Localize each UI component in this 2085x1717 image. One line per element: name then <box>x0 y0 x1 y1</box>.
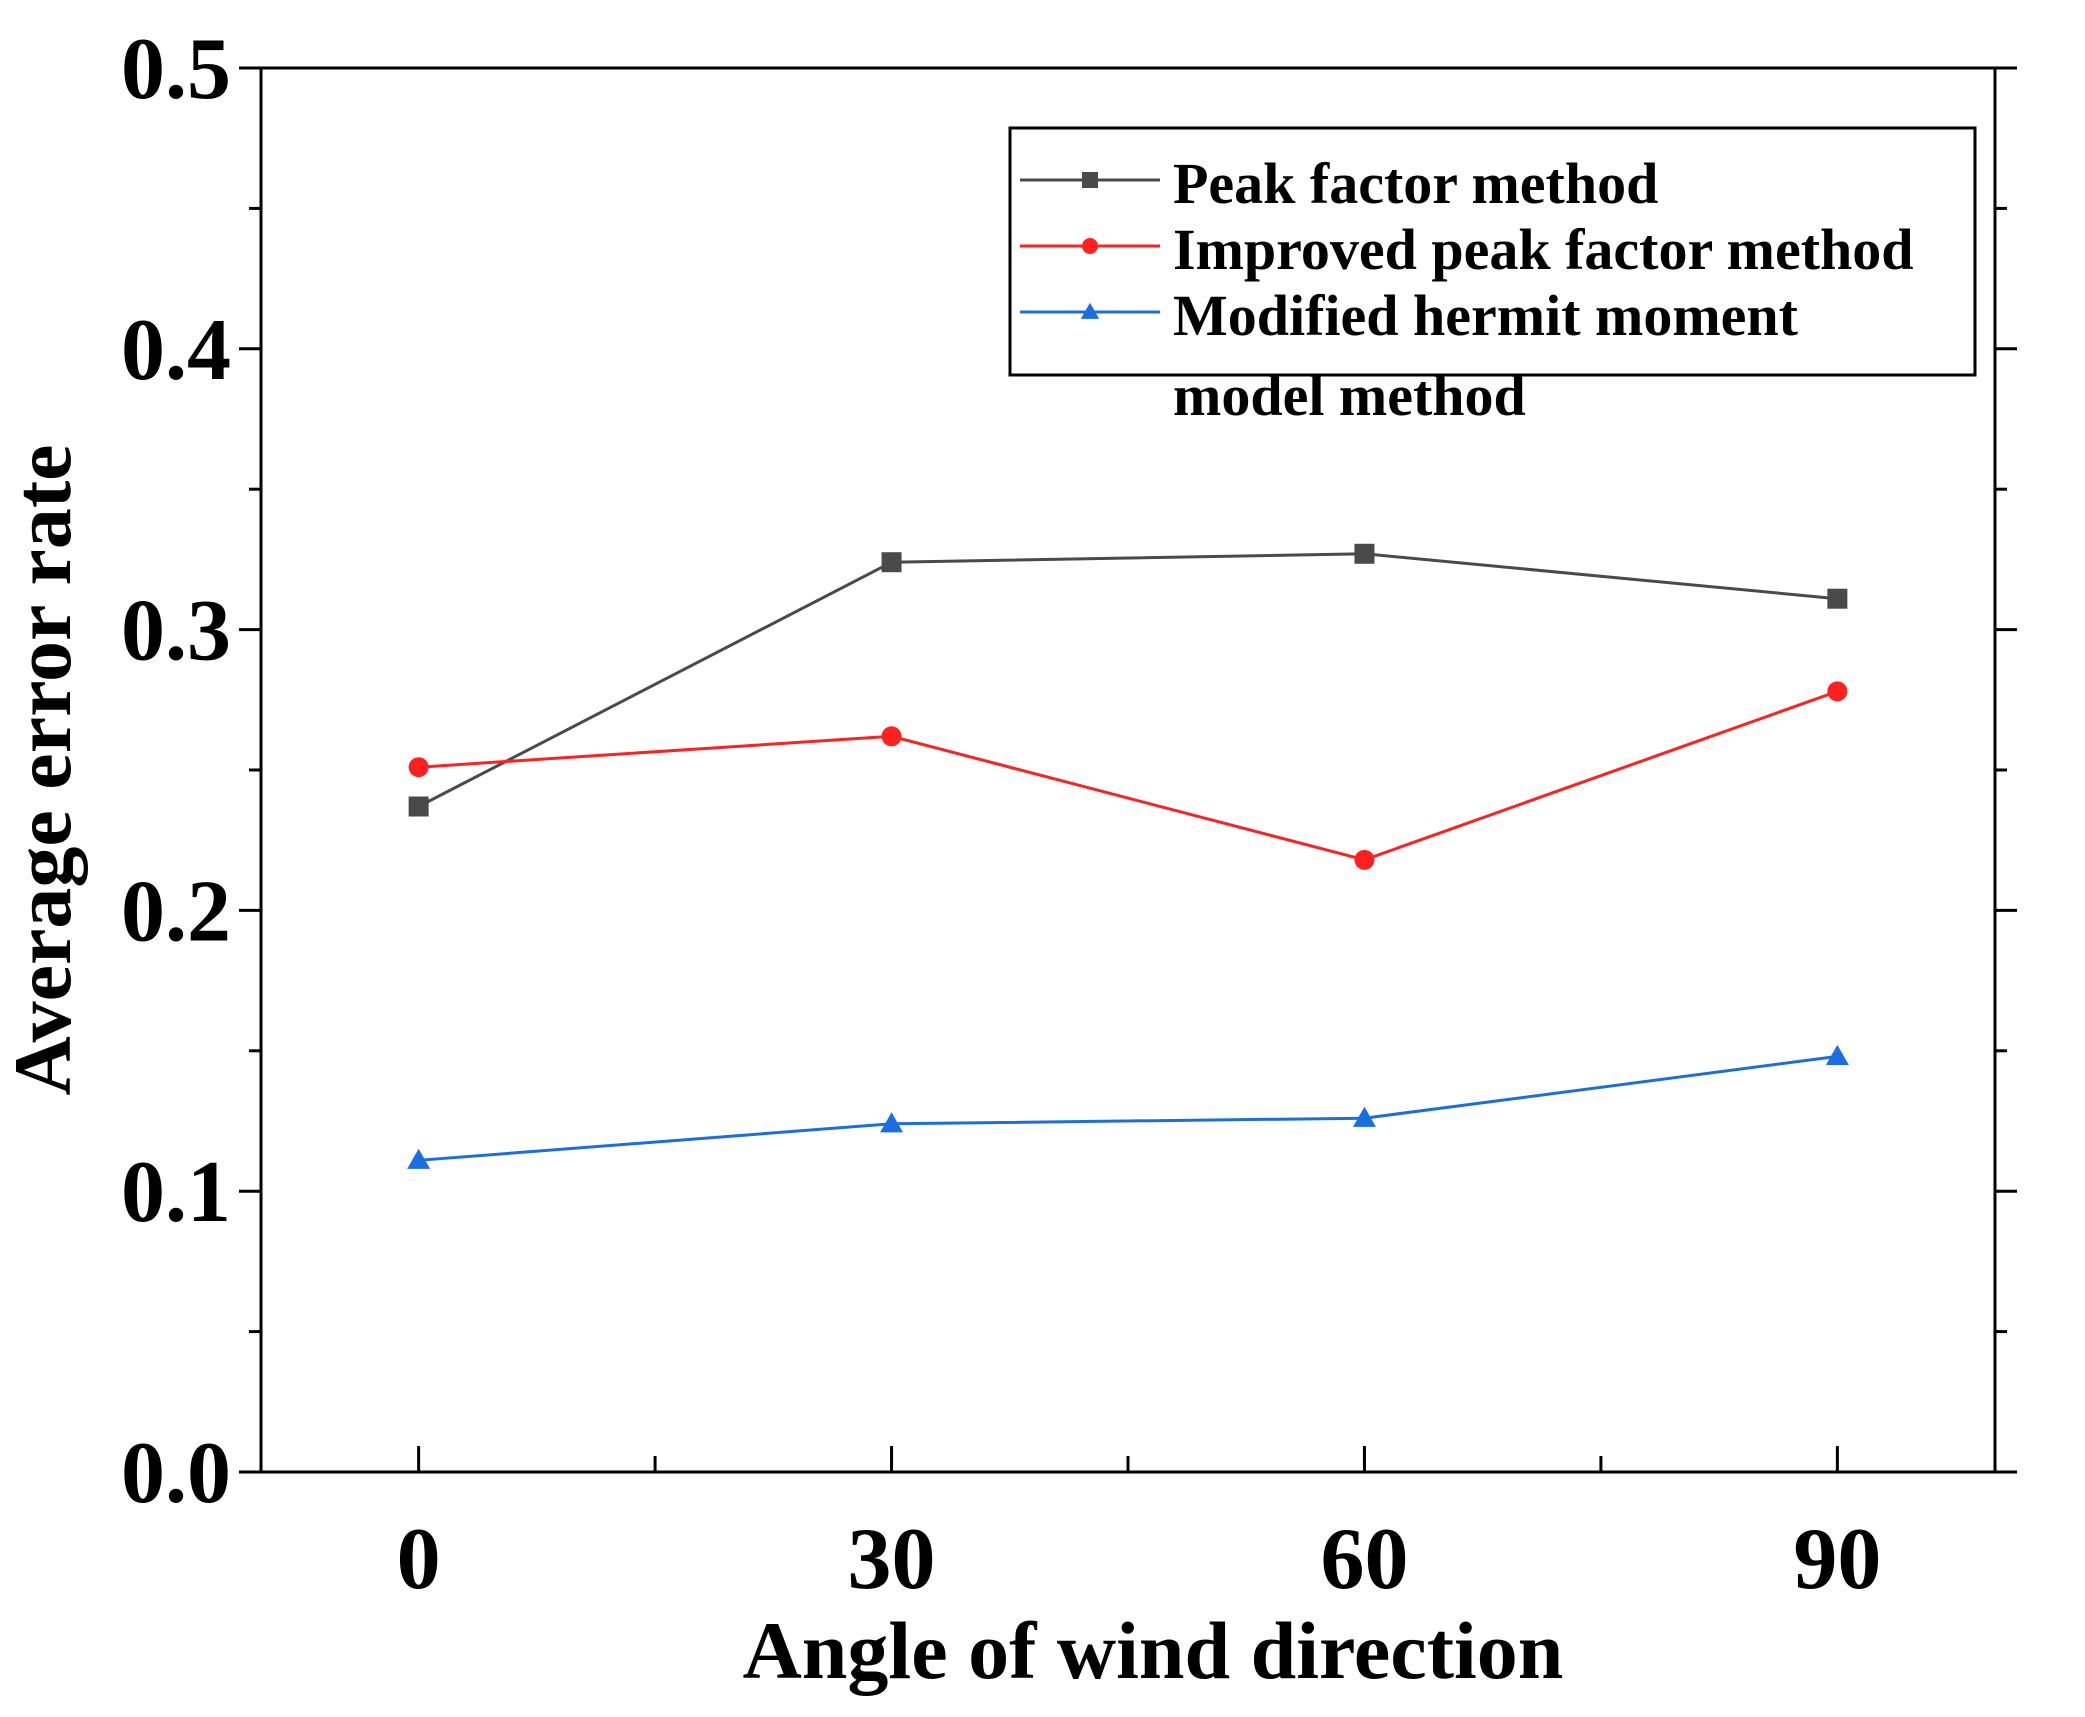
x-tick-label: 30 <box>848 1511 936 1608</box>
data-point <box>1825 1044 1849 1066</box>
data-point <box>1354 849 1375 870</box>
data-point <box>1352 1106 1376 1127</box>
y-tick-label: 0.3 <box>121 583 231 680</box>
legend-label: Improved peak factor method <box>1173 217 1914 282</box>
series-line <box>417 552 1838 808</box>
legend-label: model method <box>1173 363 1526 428</box>
series-2 <box>407 1044 1849 1169</box>
data-point <box>1354 543 1375 564</box>
data-point <box>881 552 902 573</box>
y-tick-label: 0.1 <box>121 1144 231 1241</box>
y-tick-label: 0.5 <box>121 21 231 118</box>
data-point <box>407 1148 431 1169</box>
series-line <box>418 689 1838 862</box>
y-tick-label: 0.0 <box>121 1425 231 1522</box>
series-0 <box>408 543 1848 817</box>
data-point <box>408 757 429 778</box>
data-point <box>881 726 902 747</box>
data-point <box>880 1112 904 1133</box>
data-point <box>1827 681 1848 702</box>
x-tick-label: 0 <box>397 1511 441 1608</box>
legend-marker <box>1082 238 1098 254</box>
data-point <box>408 796 429 817</box>
y-tick-label: 0.2 <box>121 863 231 960</box>
legend-box <box>1008 126 1977 377</box>
series-1 <box>408 681 1848 870</box>
legend-entry-0: Peak factor method <box>1020 151 1658 216</box>
y-tick-label: 0.4 <box>121 302 231 399</box>
legend-label: Peak factor method <box>1173 151 1658 216</box>
series-line <box>418 1054 1838 1162</box>
legend-marker <box>1082 172 1098 188</box>
legend-label: Modified hermit moment <box>1173 283 1799 348</box>
data-point <box>1827 588 1848 609</box>
x-axis-title: Angle of wind direction <box>743 1605 1564 1696</box>
legend-marker <box>1080 302 1100 319</box>
legend-entry-1: Improved peak factor method <box>1020 217 1914 282</box>
x-tick-label: 60 <box>1320 1511 1408 1608</box>
x-tick-label: 90 <box>1793 1511 1881 1608</box>
legend-entry-2: Modified hermit moment model method <box>1020 283 1799 428</box>
y-axis-title: Average error rate <box>0 444 88 1095</box>
